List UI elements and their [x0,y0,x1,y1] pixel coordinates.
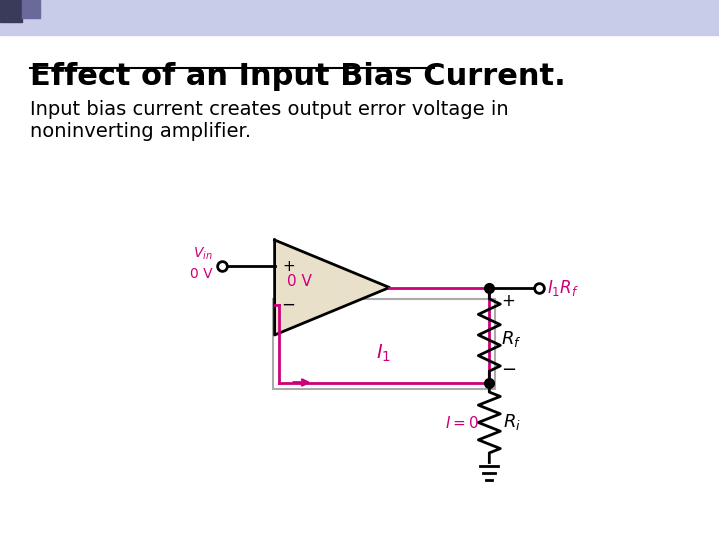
Text: +: + [501,293,516,310]
Text: $R_i$: $R_i$ [503,413,521,433]
Bar [0,0,22,22]
Text: −: − [501,361,516,380]
Text: Input bias current creates output error voltage in: Input bias current creates output error … [30,100,508,119]
Text: 0 V: 0 V [287,274,312,288]
Text: $I_1R_f$: $I_1R_f$ [547,279,579,299]
Bar [0,0,719,35]
Text: −: − [282,295,295,314]
Polygon shape [274,240,390,335]
Text: noninverting amplifier.: noninverting amplifier. [30,122,251,141]
Bar [22,0,40,18]
Text: $R_f$: $R_f$ [501,329,522,349]
Text: $I=0$: $I=0$ [446,415,480,430]
Bar [273,299,495,388]
Text: $V_{in}$: $V_{in}$ [193,246,212,262]
Text: 0 V: 0 V [190,267,212,281]
Text: Effect of an Input Bias Current.: Effect of an Input Bias Current. [30,62,566,91]
Text: +: + [282,259,295,274]
Text: $I_1$: $I_1$ [377,343,392,364]
